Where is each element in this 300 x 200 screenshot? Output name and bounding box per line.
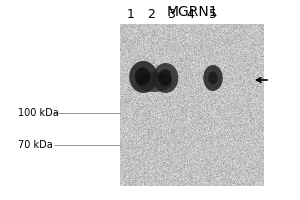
Ellipse shape [135,67,150,85]
Ellipse shape [208,72,218,84]
Text: 1: 1 [127,8,134,21]
Text: 5: 5 [209,8,217,21]
Text: MGRN1: MGRN1 [166,5,218,19]
Ellipse shape [153,63,178,93]
Text: 70 kDa: 70 kDa [18,140,53,150]
Text: 3: 3 [167,8,175,21]
Ellipse shape [158,69,172,86]
Text: 100 kDa: 100 kDa [18,108,59,118]
Text: 2: 2 [148,8,155,21]
Ellipse shape [136,72,172,92]
Ellipse shape [129,61,158,93]
Text: 4: 4 [187,8,194,21]
Ellipse shape [203,65,223,91]
